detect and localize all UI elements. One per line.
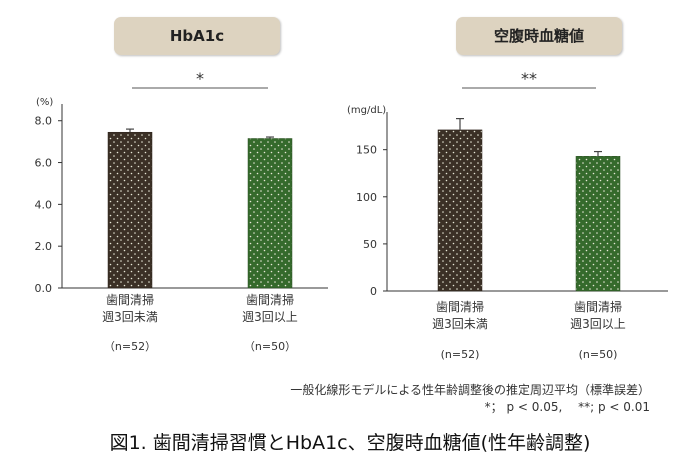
hba1c-category-label: 週3回以上: [242, 310, 298, 324]
hba1c-category-label: 歯間清掃: [106, 292, 154, 307]
hba1c-tick-label: 0.0: [35, 282, 53, 295]
glucose-category-label: 週3回以上: [570, 317, 626, 331]
glucose-n-label: (n=50): [579, 348, 618, 361]
hba1c-tick-label: 2.0: [35, 240, 53, 253]
glucose-category-label: 歯間清掃: [574, 299, 622, 314]
hba1c-title: HbA1c: [114, 17, 280, 55]
model-note: 一般化線形モデルによる性年齢調整後の推定周辺平均（標準誤差）: [290, 383, 650, 397]
hba1c-n-label: （n=50）: [244, 340, 296, 353]
glucose-category-label: 週3回未満: [432, 317, 488, 331]
figure-caption: 図1. 歯間清掃習慣とHbA1c、空腹時血糖値(性年齢調整): [109, 432, 591, 454]
glucose-category-label: 歯間清掃: [436, 299, 484, 314]
glucose-n-label: (n=52): [441, 348, 480, 361]
glucose-tick-label: 50: [363, 238, 377, 251]
hba1c-tick-label: 8.0: [35, 115, 53, 128]
hba1c-category-label: 歯間清掃: [246, 292, 294, 307]
glucose-unit-label: (mg/dL): [347, 105, 386, 116]
hba1c-bar: [107, 131, 153, 289]
hba1c-tick-label: 4.0: [35, 198, 53, 211]
hba1c-n-label: （n=52）: [104, 340, 156, 353]
glucose-bar: [575, 156, 621, 292]
hba1c-bar: [247, 138, 293, 289]
hba1c-unit-label: (%): [36, 97, 53, 108]
glucose-tick-label: 150: [356, 144, 377, 157]
glucose-bar: [437, 129, 483, 292]
hba1c-tick-label: 6.0: [35, 157, 53, 170]
fasting-glucose-title: 空腹時血糖値: [456, 17, 622, 55]
hba1c-significance-marker: *: [196, 69, 204, 88]
glucose-significance-marker: **: [521, 69, 537, 88]
glucose-tick-label: 100: [356, 191, 377, 204]
glucose-tick-label: 0: [370, 285, 377, 298]
significance-note: *； p < 0.05, **; p < 0.01: [484, 400, 650, 414]
hba1c-category-label: 週3回未満: [102, 310, 158, 324]
